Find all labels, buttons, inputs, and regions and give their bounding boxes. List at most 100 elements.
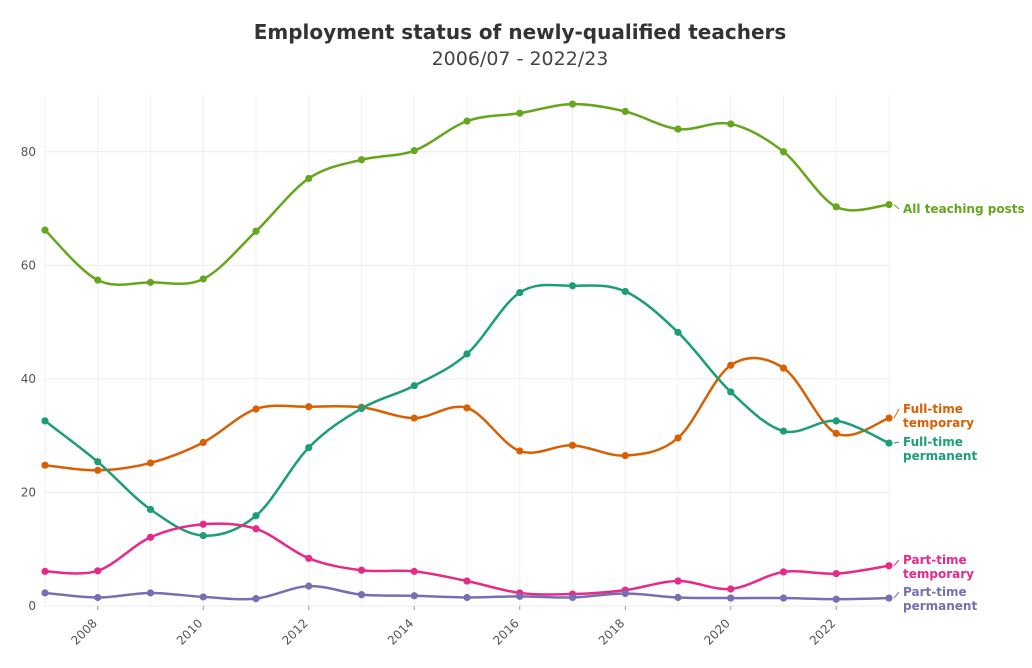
series-labels: All teaching postsFull-timetemporaryFull…	[893, 202, 1025, 613]
series-label: temporary	[903, 567, 974, 581]
data-point	[41, 417, 49, 425]
y-tick-label: 40	[21, 372, 36, 386]
data-point	[885, 594, 893, 602]
data-point	[832, 203, 840, 211]
data-point	[674, 434, 682, 442]
x-tick-label: 2012	[279, 616, 310, 647]
data-point	[568, 441, 577, 449]
data-point	[674, 577, 682, 585]
x-axis-ticks: 2008 2010 2012 2014 2016 2018 2020 2022	[68, 606, 838, 648]
data-point	[357, 566, 366, 574]
data-point	[885, 562, 893, 570]
data-point	[41, 461, 49, 469]
data-point	[94, 593, 102, 602]
chart-subtitle: 2006/07 - 2022/23	[431, 48, 609, 70]
label-connector	[893, 408, 900, 419]
data-point	[621, 589, 629, 598]
data-point	[357, 404, 366, 413]
series-label: permanent	[903, 599, 977, 613]
data-point	[146, 505, 155, 514]
data-point	[832, 429, 840, 437]
data-point	[621, 451, 629, 460]
data-point	[199, 275, 207, 283]
series-label: Part-time	[903, 553, 967, 567]
data-point	[146, 278, 155, 286]
data-point	[885, 439, 893, 447]
data-point	[410, 414, 418, 422]
y-tick-label: 0	[28, 599, 36, 613]
y-tick-label: 60	[21, 258, 36, 272]
data-point	[41, 589, 49, 597]
data-point	[727, 585, 735, 593]
data-point	[885, 200, 893, 209]
label-connector	[893, 204, 900, 210]
data-point	[94, 276, 102, 284]
data-point	[568, 100, 577, 108]
label-connector	[893, 591, 900, 599]
data-point	[199, 438, 207, 447]
data-point	[621, 107, 629, 116]
x-tick-label: 2008	[68, 616, 99, 647]
data-point	[674, 125, 682, 133]
data-point	[305, 554, 313, 562]
series-label: Full-time	[903, 435, 963, 449]
y-tick-label: 20	[21, 485, 36, 499]
series-label: All teaching posts	[903, 202, 1025, 216]
data-point	[832, 570, 840, 578]
data-point	[885, 414, 893, 422]
series-line	[43, 356, 891, 472]
data-point	[199, 520, 207, 528]
data-point	[252, 595, 260, 603]
x-tick-label: 2014	[385, 616, 416, 647]
data-point	[463, 350, 471, 358]
data-point	[779, 594, 788, 602]
data-point	[357, 156, 366, 164]
series-label: Full-time	[903, 402, 963, 416]
data-point	[727, 388, 735, 396]
data-point	[516, 592, 524, 600]
data-point	[94, 466, 102, 474]
data-point	[674, 593, 682, 602]
data-point	[568, 593, 577, 602]
data-point	[252, 227, 260, 235]
data-point	[410, 567, 418, 575]
data-point	[146, 533, 155, 541]
chart-title: Employment status of newly-qualified tea…	[253, 20, 787, 44]
data-point	[568, 282, 577, 290]
data-point	[463, 404, 471, 412]
x-tick-label: 2020	[701, 616, 732, 647]
y-axis-ticks: 0 20 40 60 80	[21, 145, 36, 613]
data-point	[621, 287, 629, 296]
data-point	[146, 459, 155, 467]
data-point	[252, 405, 260, 413]
series-label: permanent	[903, 449, 977, 463]
data-point	[463, 577, 471, 585]
data-point	[832, 417, 840, 425]
series-label: temporary	[903, 416, 974, 430]
data-point	[305, 174, 313, 183]
series-points	[41, 100, 893, 603]
x-tick-label: 2016	[490, 616, 521, 647]
x-tick-label: 2010	[174, 616, 205, 647]
data-point	[516, 288, 524, 297]
data-point	[410, 382, 418, 390]
series-label: Part-time	[903, 585, 967, 599]
x-tick-label: 2018	[596, 616, 627, 647]
data-point	[410, 147, 418, 155]
data-point	[305, 443, 313, 452]
data-point	[94, 567, 102, 575]
data-point	[727, 594, 735, 602]
label-connector	[893, 441, 900, 444]
data-point	[252, 525, 260, 533]
y-tick-label: 80	[21, 145, 36, 159]
data-point	[199, 593, 207, 601]
data-point	[41, 567, 49, 575]
data-point	[357, 591, 366, 599]
data-point	[832, 595, 840, 603]
data-point	[305, 582, 313, 590]
data-point	[463, 117, 471, 125]
data-point	[252, 512, 260, 520]
data-point	[41, 226, 49, 234]
data-point	[779, 364, 788, 372]
data-point	[727, 361, 735, 369]
